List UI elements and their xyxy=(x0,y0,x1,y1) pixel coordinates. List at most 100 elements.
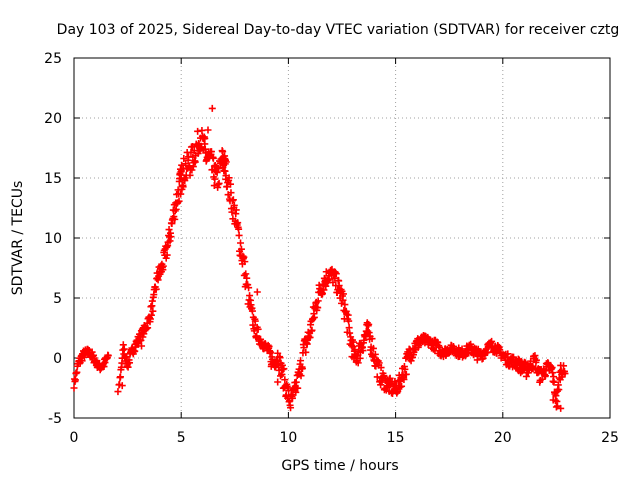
data-point xyxy=(126,359,134,367)
data-point xyxy=(214,180,222,188)
data-point xyxy=(267,362,275,370)
data-point xyxy=(210,162,218,170)
data-point xyxy=(148,297,156,305)
data-point xyxy=(373,373,381,381)
data-point xyxy=(246,292,254,300)
y-tick-label: 20 xyxy=(44,111,62,127)
data-point xyxy=(280,365,288,373)
data-point xyxy=(549,369,557,377)
data-point xyxy=(90,351,98,359)
data-point xyxy=(345,317,353,325)
data-point xyxy=(222,158,230,166)
data-point xyxy=(228,208,236,216)
data-point xyxy=(267,348,275,356)
data-point xyxy=(147,303,155,311)
data-point xyxy=(180,154,188,162)
data-point xyxy=(175,197,183,205)
axis-ticks xyxy=(73,57,611,419)
data-point xyxy=(314,304,322,312)
data-point xyxy=(314,297,322,305)
data-point xyxy=(557,404,565,412)
data-point xyxy=(179,183,187,191)
data-point xyxy=(310,313,318,321)
data-point xyxy=(377,364,385,372)
data-points xyxy=(70,104,569,412)
data-point xyxy=(166,237,174,245)
data-point xyxy=(71,376,79,384)
data-point xyxy=(254,325,262,333)
data-point xyxy=(274,378,282,386)
data-point xyxy=(349,338,357,346)
data-point xyxy=(273,356,281,364)
data-point xyxy=(171,215,179,223)
data-point xyxy=(275,366,283,374)
data-point xyxy=(318,290,326,298)
data-point xyxy=(211,175,219,183)
x-tick-labels: 0 5 10 15 20 25 xyxy=(70,430,619,446)
data-point xyxy=(215,165,223,173)
x-axis-title: GPS time / hours xyxy=(281,458,398,474)
data-point xyxy=(163,251,171,259)
data-point xyxy=(375,359,383,367)
data-point xyxy=(402,370,410,378)
data-point xyxy=(194,127,202,135)
data-point xyxy=(344,311,352,319)
data-point xyxy=(339,290,347,298)
data-point xyxy=(308,326,316,334)
data-point xyxy=(186,162,194,170)
data-point xyxy=(552,392,560,400)
data-point xyxy=(237,239,245,247)
data-point xyxy=(332,270,340,278)
data-point xyxy=(386,374,394,382)
data-point xyxy=(159,262,167,270)
y-tick-label: 25 xyxy=(44,51,62,67)
data-point xyxy=(201,134,209,142)
data-point xyxy=(292,378,300,386)
data-point xyxy=(331,268,339,276)
data-point xyxy=(104,352,112,360)
data-point xyxy=(243,274,251,282)
data-point xyxy=(241,258,249,266)
y-tick-labels: -5 0 5 10 15 20 25 xyxy=(44,51,62,427)
data-point xyxy=(549,396,557,404)
data-point xyxy=(235,231,243,239)
data-point xyxy=(149,307,157,315)
data-point xyxy=(504,350,512,358)
data-point xyxy=(458,345,466,353)
data-point xyxy=(230,201,238,209)
data-point xyxy=(191,158,199,166)
data-point xyxy=(248,307,256,315)
data-point xyxy=(400,375,408,383)
data-point xyxy=(288,394,296,402)
data-point xyxy=(139,333,147,341)
data-point xyxy=(167,233,175,241)
data-point xyxy=(297,372,305,380)
data-point xyxy=(147,311,155,319)
data-point xyxy=(70,384,78,392)
data-point xyxy=(229,196,237,204)
data-point xyxy=(359,347,367,355)
data-point xyxy=(215,179,223,187)
data-point xyxy=(227,180,235,188)
data-point xyxy=(356,354,364,362)
data-point xyxy=(249,321,257,329)
data-point xyxy=(237,245,245,253)
data-point xyxy=(221,167,229,175)
data-point xyxy=(297,357,305,365)
data-point xyxy=(531,352,539,360)
data-point xyxy=(188,166,196,174)
data-point xyxy=(396,383,404,391)
data-point xyxy=(245,284,253,292)
data-point xyxy=(119,341,127,349)
data-point xyxy=(343,310,351,318)
data-point xyxy=(292,388,300,396)
data-point xyxy=(116,373,124,381)
y-tick-label: 0 xyxy=(53,351,62,367)
y-axis-title: SDTVAR / TECUs xyxy=(10,181,26,296)
data-point xyxy=(555,386,563,394)
data-point xyxy=(467,343,475,351)
data-point xyxy=(172,205,180,213)
data-point xyxy=(78,357,86,365)
y-tick-label: 10 xyxy=(44,231,62,247)
data-point xyxy=(294,384,302,392)
